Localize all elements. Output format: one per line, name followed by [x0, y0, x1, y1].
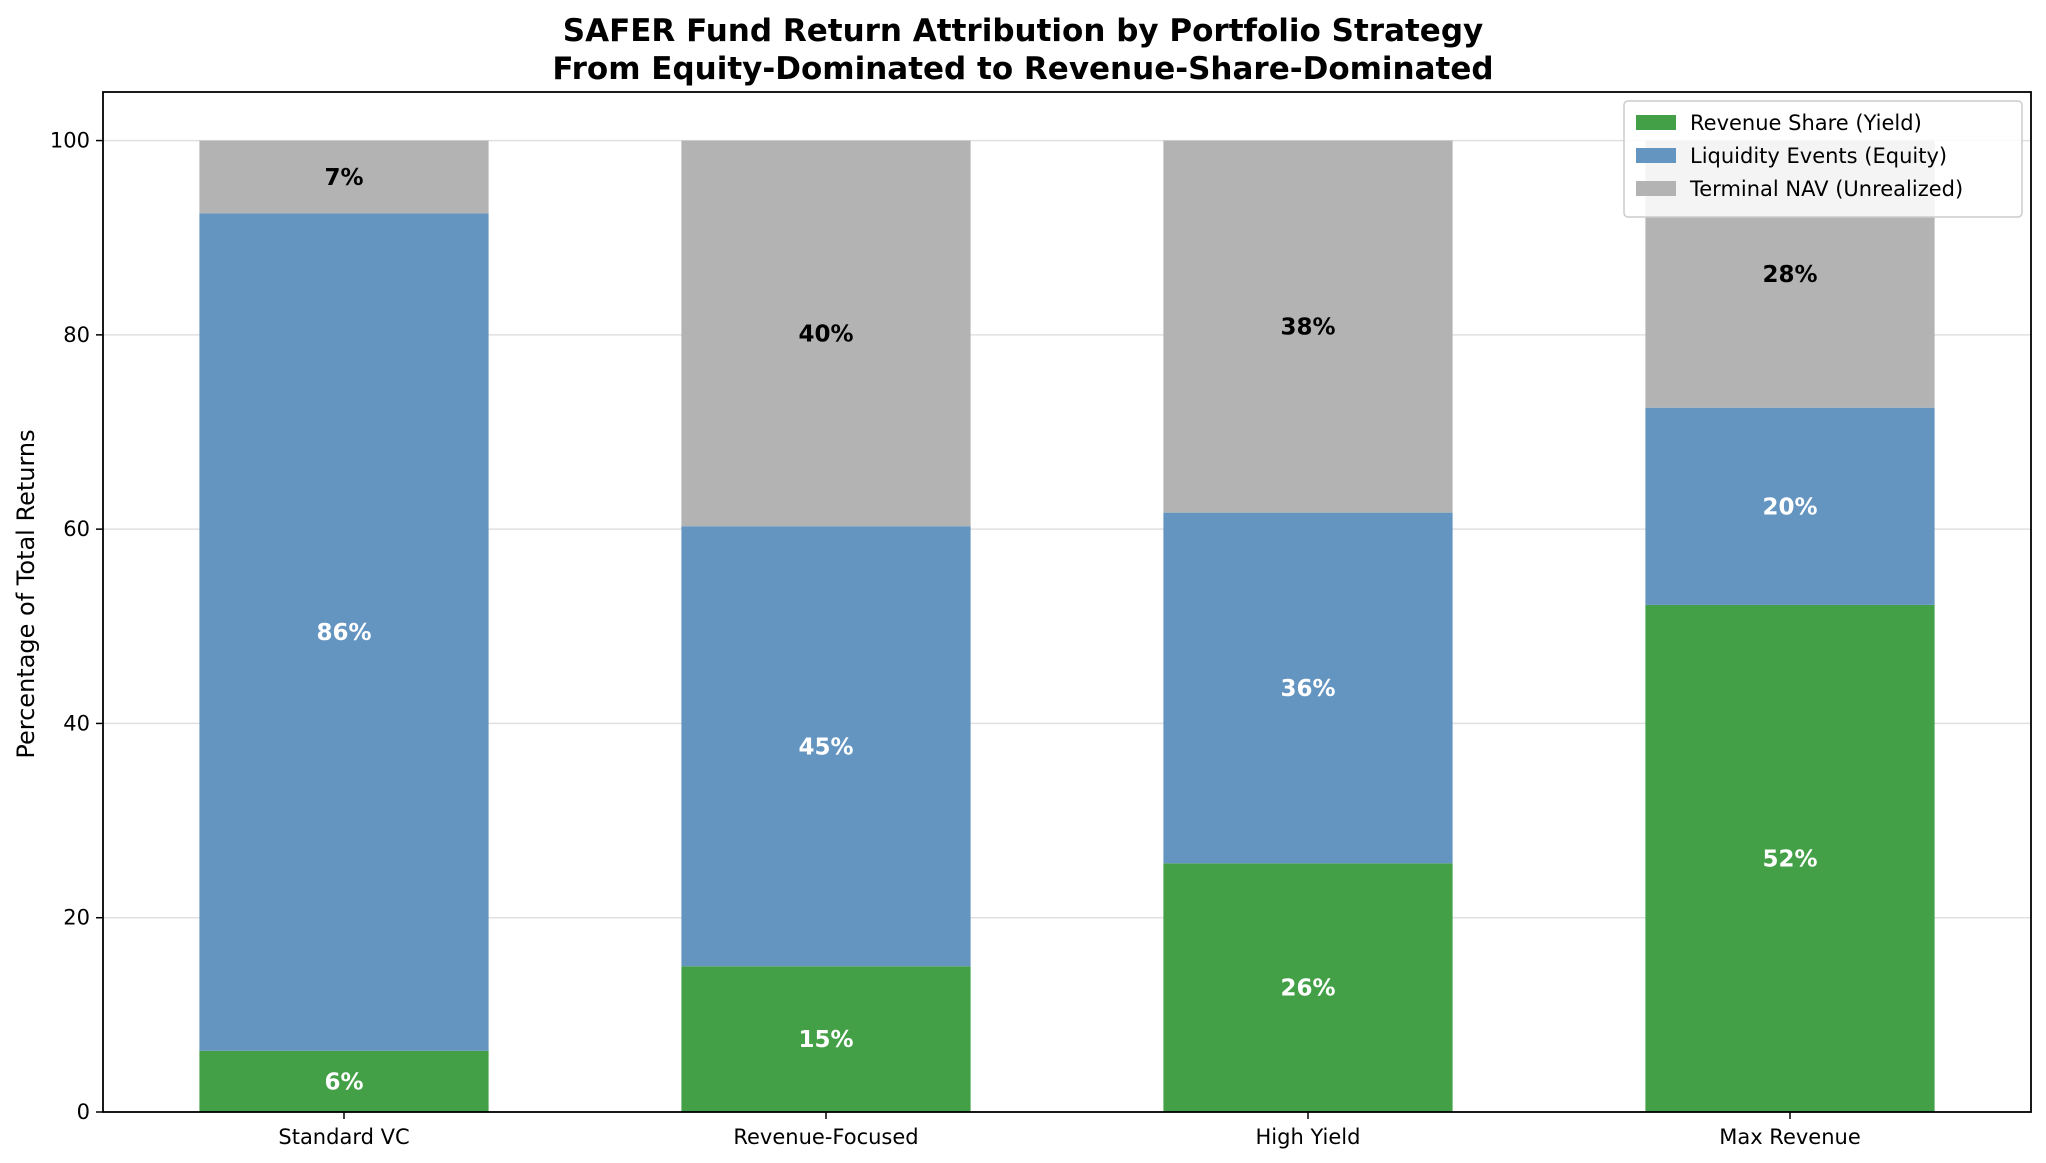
legend-swatch	[1636, 181, 1676, 196]
y-tick-label: 60	[63, 517, 90, 541]
legend: Revenue Share (Yield) Liquidity Events (E…	[1623, 100, 2023, 218]
plot-frame	[102, 91, 2032, 1113]
legend-swatch	[1636, 115, 1676, 130]
legend-entry: Liquidity Events (Equity)	[1690, 144, 1947, 168]
x-tick-label: Revenue-Focused	[733, 1125, 918, 1149]
bar-segment	[681, 966, 971, 1112]
bar-value-label: 28%	[1762, 262, 1817, 288]
y-axis-label: Percentage of Total Returns	[12, 429, 40, 758]
bar-value-label: 15%	[798, 1027, 853, 1053]
x-tick-label: Max Revenue	[1719, 1125, 1861, 1149]
bar-value-label: 26%	[1280, 976, 1335, 1002]
bar-segment	[1645, 604, 1935, 1112]
legend-swatch	[1636, 148, 1676, 163]
bar-segment	[199, 140, 489, 214]
bar-segment	[1163, 512, 1453, 864]
bar-value-label: 52%	[1762, 846, 1817, 872]
chart-subtitle: From Equity-Dominated to Revenue-Share-D…	[552, 51, 1493, 87]
bars	[199, 140, 1935, 1112]
bar-value-label: 20%	[1762, 494, 1817, 520]
bar-value-label: 36%	[1280, 676, 1335, 702]
bar-value-labels: 6% 86% 7% 15% 45% 40% 26% 36% 38% 52% 20% 28%	[316, 165, 1817, 1095]
bar-segment	[681, 526, 971, 967]
chart-title: SAFER Fund Return Attribution by Portfol…	[563, 13, 1483, 49]
y-tick-label: 0	[77, 1100, 90, 1124]
bar-value-label: 45%	[798, 734, 853, 760]
bar-segment	[199, 1050, 489, 1112]
legend-box	[1623, 100, 2023, 218]
y-tick-label: 80	[63, 323, 90, 347]
y-tick-label: 100	[50, 129, 90, 153]
axes: 0 20 40 60 80 100 Standard VC Revenue-Focused Hi…	[50, 91, 2032, 1149]
bar-value-label: 86%	[316, 620, 371, 646]
legend-entry: Revenue Share (Yield)	[1690, 111, 1922, 135]
y-tick-label: 40	[63, 711, 90, 735]
bar-segment	[1645, 407, 1935, 605]
legend-entry: Terminal NAV (Unrealized)	[1689, 177, 1963, 201]
bar-value-label: 7%	[324, 165, 363, 191]
bar-segment	[681, 140, 971, 527]
bar-value-label: 6%	[324, 1069, 363, 1095]
x-tick-label: High Yield	[1256, 1125, 1361, 1149]
bar-value-label: 38%	[1280, 315, 1335, 341]
bar-segment	[199, 213, 489, 1051]
bar-segment	[1163, 863, 1453, 1112]
x-tick-label: Standard VC	[278, 1125, 409, 1149]
bar-value-label: 40%	[798, 321, 853, 347]
bar-segment	[1163, 140, 1453, 513]
y-tick-label: 20	[63, 906, 90, 930]
